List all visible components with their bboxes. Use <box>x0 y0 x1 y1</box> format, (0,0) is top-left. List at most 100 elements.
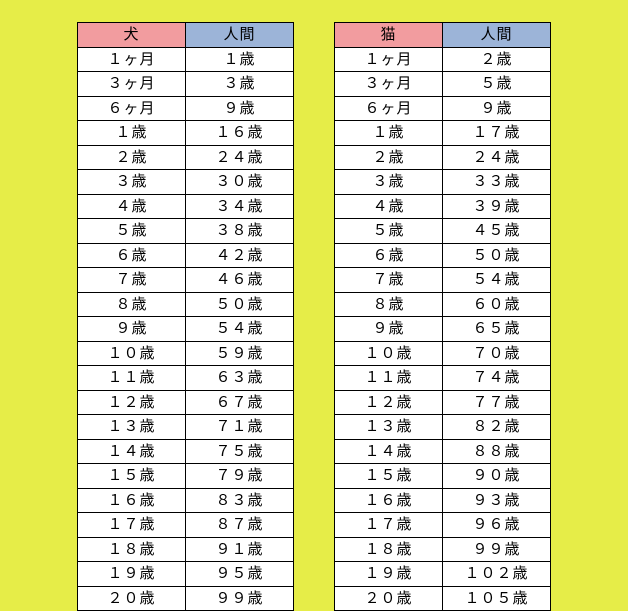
table-row: ３ヶ月３歳 <box>78 72 294 97</box>
human-age-cell: ８８歳 <box>443 439 551 464</box>
cat-age-table: 猫 人間 １ヶ月２歳３ヶ月５歳６ヶ月９歳１歳１７歳２歳２４歳３歳３３歳４歳３９歳… <box>334 22 551 611</box>
animal-age-cell: １ヶ月 <box>78 47 186 72</box>
animal-age-cell: １５歳 <box>335 464 443 489</box>
human-age-cell: ７１歳 <box>186 415 294 440</box>
table-row: １９歳１０２歳 <box>335 562 551 587</box>
dog-age-table: 犬 人間 １ヶ月１歳３ヶ月３歳６ヶ月９歳１歳１６歳２歳２４歳３歳３０歳４歳３４歳… <box>77 22 294 611</box>
table-row: １４歳８８歳 <box>335 439 551 464</box>
animal-age-cell: ３ヶ月 <box>78 72 186 97</box>
table-row: １１歳７４歳 <box>335 366 551 391</box>
table-row: １０歳５９歳 <box>78 341 294 366</box>
human-age-cell: ４５歳 <box>443 219 551 244</box>
table-row: １９歳９５歳 <box>78 562 294 587</box>
table-row: ６歳４２歳 <box>78 243 294 268</box>
header-animal: 犬 <box>78 23 186 48</box>
table-row: １５歳９０歳 <box>335 464 551 489</box>
human-age-cell: ８３歳 <box>186 488 294 513</box>
animal-age-cell: １２歳 <box>335 390 443 415</box>
animal-age-cell: ４歳 <box>335 194 443 219</box>
animal-age-cell: ６ヶ月 <box>78 96 186 121</box>
animal-age-cell: ３歳 <box>335 170 443 195</box>
table-row: １３歳７１歳 <box>78 415 294 440</box>
table-row: １歳１７歳 <box>335 121 551 146</box>
human-age-cell: ６０歳 <box>443 292 551 317</box>
human-age-cell: ６５歳 <box>443 317 551 342</box>
header-human: 人間 <box>443 23 551 48</box>
animal-age-cell: １３歳 <box>335 415 443 440</box>
table-row: ８歳５０歳 <box>78 292 294 317</box>
human-age-cell: ４２歳 <box>186 243 294 268</box>
animal-age-cell: ９歳 <box>335 317 443 342</box>
table-row: ２歳２４歳 <box>78 145 294 170</box>
human-age-cell: ３０歳 <box>186 170 294 195</box>
animal-age-cell: １２歳 <box>78 390 186 415</box>
animal-age-cell: ２歳 <box>335 145 443 170</box>
animal-age-cell: ２０歳 <box>78 586 186 611</box>
animal-age-cell: １７歳 <box>78 513 186 538</box>
animal-age-cell: １６歳 <box>335 488 443 513</box>
human-age-cell: ５歳 <box>443 72 551 97</box>
animal-age-cell: ８歳 <box>78 292 186 317</box>
table-row: ３ヶ月５歳 <box>335 72 551 97</box>
table-row: １５歳７９歳 <box>78 464 294 489</box>
animal-age-cell: ３ヶ月 <box>335 72 443 97</box>
table-row: １１歳６３歳 <box>78 366 294 391</box>
table-row: １２歳７７歳 <box>335 390 551 415</box>
animal-age-cell: １ヶ月 <box>335 47 443 72</box>
human-age-cell: ５０歳 <box>186 292 294 317</box>
human-age-cell: ９歳 <box>443 96 551 121</box>
human-age-cell: ３３歳 <box>443 170 551 195</box>
human-age-cell: １６歳 <box>186 121 294 146</box>
table-row: ３歳３０歳 <box>78 170 294 195</box>
table-row: １２歳６７歳 <box>78 390 294 415</box>
table-row: １３歳８２歳 <box>335 415 551 440</box>
table-row: ２０歳９９歳 <box>78 586 294 611</box>
table-row: ４歳３４歳 <box>78 194 294 219</box>
tables-container: 犬 人間 １ヶ月１歳３ヶ月３歳６ヶ月９歳１歳１６歳２歳２４歳３歳３０歳４歳３４歳… <box>0 22 628 611</box>
human-age-cell: ２４歳 <box>443 145 551 170</box>
cat-tbody: １ヶ月２歳３ヶ月５歳６ヶ月９歳１歳１７歳２歳２４歳３歳３３歳４歳３９歳５歳４５歳… <box>335 47 551 611</box>
animal-age-cell: ３歳 <box>78 170 186 195</box>
animal-age-cell: ７歳 <box>78 268 186 293</box>
human-age-cell: ９歳 <box>186 96 294 121</box>
animal-age-cell: １０歳 <box>78 341 186 366</box>
human-age-cell: ５０歳 <box>443 243 551 268</box>
animal-age-cell: １５歳 <box>78 464 186 489</box>
human-age-cell: ２歳 <box>443 47 551 72</box>
animal-age-cell: １９歳 <box>335 562 443 587</box>
animal-age-cell: ２歳 <box>78 145 186 170</box>
human-age-cell: ９６歳 <box>443 513 551 538</box>
human-age-cell: ９０歳 <box>443 464 551 489</box>
animal-age-cell: ６ヶ月 <box>335 96 443 121</box>
animal-age-cell: １１歳 <box>78 366 186 391</box>
human-age-cell: １０５歳 <box>443 586 551 611</box>
human-age-cell: ７５歳 <box>186 439 294 464</box>
table-row: ５歳３８歳 <box>78 219 294 244</box>
table-row: ６歳５０歳 <box>335 243 551 268</box>
table-row: ７歳５４歳 <box>335 268 551 293</box>
table-row: ３歳３３歳 <box>335 170 551 195</box>
table-row: １８歳９１歳 <box>78 537 294 562</box>
human-age-cell: ２４歳 <box>186 145 294 170</box>
table-row: １７歳９６歳 <box>335 513 551 538</box>
human-age-cell: ９１歳 <box>186 537 294 562</box>
table-row: １６歳８３歳 <box>78 488 294 513</box>
human-age-cell: ９３歳 <box>443 488 551 513</box>
table-row: ４歳３９歳 <box>335 194 551 219</box>
human-age-cell: ６７歳 <box>186 390 294 415</box>
table-row: １６歳９３歳 <box>335 488 551 513</box>
human-age-cell: ７９歳 <box>186 464 294 489</box>
animal-age-cell: １歳 <box>335 121 443 146</box>
human-age-cell: ５４歳 <box>443 268 551 293</box>
animal-age-cell: １０歳 <box>335 341 443 366</box>
animal-age-cell: １１歳 <box>335 366 443 391</box>
animal-age-cell: ７歳 <box>335 268 443 293</box>
table-row: ７歳４６歳 <box>78 268 294 293</box>
table-row: ８歳６０歳 <box>335 292 551 317</box>
human-age-cell: ８２歳 <box>443 415 551 440</box>
human-age-cell: ３歳 <box>186 72 294 97</box>
animal-age-cell: ２０歳 <box>335 586 443 611</box>
animal-age-cell: １３歳 <box>78 415 186 440</box>
human-age-cell: ３４歳 <box>186 194 294 219</box>
human-age-cell: ９５歳 <box>186 562 294 587</box>
